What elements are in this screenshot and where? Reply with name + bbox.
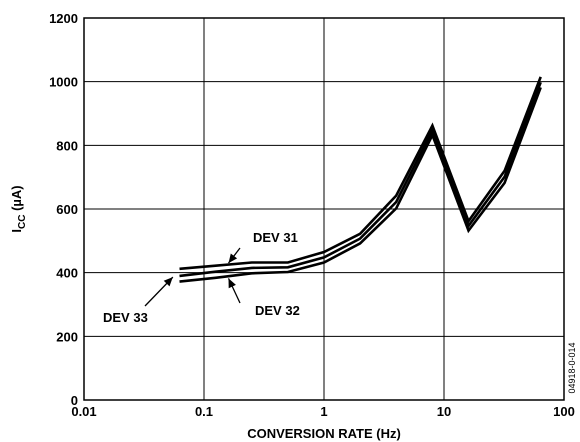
x-tick-label: 1 — [320, 404, 327, 419]
x-tick-label: 10 — [437, 404, 451, 419]
y-tick-label: 600 — [56, 202, 78, 217]
annotation-label-dev-33: DEV 33 — [103, 310, 148, 325]
annotation-arrowhead-dev-33 — [163, 277, 173, 287]
series-line-dev-33 — [179, 81, 542, 278]
y-tick-label: 200 — [56, 329, 78, 344]
y-axis-label-main: I — [9, 229, 24, 233]
y-axis-label-unit: (µA) — [9, 185, 24, 214]
series-line-dev-31 — [179, 76, 542, 271]
annotation-label-dev-32: DEV 32 — [255, 303, 300, 318]
x-tick-label: 0.1 — [195, 404, 213, 419]
x-tick-labels: 0.01 0.1 1 10 100 — [71, 404, 575, 419]
figure-code: 04918-0-014 — [567, 342, 577, 393]
annotation-arrowhead-dev-31 — [228, 253, 238, 264]
y-tick-label: 1200 — [49, 11, 78, 26]
x-tick-label: 0.01 — [71, 404, 96, 419]
data-series — [179, 76, 542, 283]
annotation-arrowhead-dev-32 — [228, 278, 236, 289]
y-tick-label: 800 — [56, 138, 78, 153]
y-tick-label: 0 — [71, 393, 78, 408]
y-tick-labels: 0 200 400 600 800 1000 1200 — [49, 11, 78, 408]
y-axis-label-subscript: CC — [17, 215, 28, 229]
y-tick-label: 400 — [56, 266, 78, 281]
annotations: DEV 31 DEV 32 DEV 33 — [103, 230, 300, 325]
y-tick-label: 1000 — [49, 75, 78, 90]
series-line-dev-32 — [179, 86, 542, 283]
annotation-label-dev-31: DEV 31 — [253, 230, 298, 245]
x-axis-label: CONVERSION RATE (Hz) — [247, 426, 401, 441]
x-tick-label: 100 — [553, 404, 575, 419]
y-axis-label: ICC (µA) — [9, 185, 28, 232]
